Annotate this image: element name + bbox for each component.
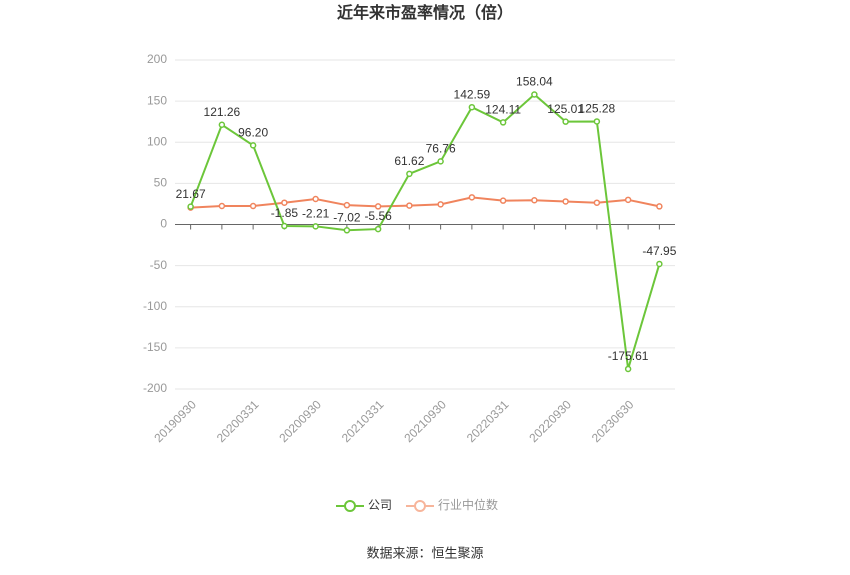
point — [218, 202, 226, 210]
point — [499, 197, 507, 204]
legend-label: 行业中位数 — [438, 497, 498, 512]
source: 数据来源：恒生聚源 — [366, 545, 483, 560]
x-tick-label: 20230630 — [589, 397, 637, 445]
data-label: 61.62 — [394, 154, 424, 168]
point — [249, 202, 257, 210]
series-line — [190, 196, 660, 209]
data-label: 121.26 — [204, 105, 241, 119]
point — [593, 199, 601, 206]
point — [312, 223, 319, 230]
point — [624, 365, 632, 373]
point — [656, 203, 663, 210]
y-tick-label: 150 — [147, 93, 167, 107]
x-tick-label: 20200930 — [276, 397, 324, 445]
series-line — [189, 93, 661, 370]
data-label: 21.67 — [176, 187, 206, 201]
point — [312, 195, 319, 203]
point — [656, 260, 663, 268]
data-label: 142.59 — [454, 87, 491, 101]
y-tick-label: 100 — [147, 134, 167, 148]
y-tick-label: -150 — [143, 340, 167, 354]
x-tick-label: 20200331 — [214, 397, 262, 445]
point — [562, 198, 569, 205]
point — [281, 222, 288, 230]
point — [437, 201, 444, 208]
point — [468, 194, 476, 201]
data-label: -47.95 — [642, 244, 676, 258]
point — [531, 196, 538, 204]
legend-label: 公司 — [368, 498, 392, 512]
point — [499, 119, 507, 126]
y-tick-label: -100 — [143, 299, 167, 313]
point — [218, 121, 226, 129]
y-tick-label: 0 — [160, 217, 167, 231]
data-label: -7.02 — [333, 210, 361, 224]
point — [593, 118, 601, 125]
data-label: 125.01 — [547, 102, 584, 116]
x-tick-label: 20220930 — [526, 397, 574, 445]
point — [374, 225, 382, 233]
data-label: 76.76 — [426, 142, 456, 156]
x-tick-label: 20210930 — [401, 397, 449, 445]
chart-title: 近年来市盈率情况（倍） — [337, 3, 513, 22]
data-label: -175.61 — [608, 349, 649, 363]
point — [281, 199, 288, 206]
data-label: -2.21 — [302, 206, 330, 220]
data-label: 125.28 — [579, 102, 616, 116]
point — [437, 158, 444, 165]
y-tick-label: -200 — [143, 381, 167, 395]
x-tick-label: 20210331 — [339, 397, 387, 445]
y-tick-label: 50 — [154, 176, 168, 190]
data-label: 124.11 — [485, 103, 521, 117]
y-tick-label: -50 — [150, 258, 168, 272]
legend-marker — [344, 500, 356, 512]
data-label: -5.56 — [364, 209, 392, 223]
point — [624, 196, 632, 204]
point — [531, 91, 538, 98]
point — [406, 202, 413, 209]
x-tick-label: 20220331 — [464, 397, 512, 445]
point — [374, 203, 382, 210]
point — [406, 170, 413, 178]
data-label: 158.04 — [516, 75, 553, 89]
point — [187, 203, 194, 210]
x-tick-label: 20190930 — [151, 397, 199, 445]
data-label: 96.20 — [238, 126, 268, 140]
data-label: -1.85 — [271, 206, 299, 220]
legend-marker — [414, 500, 426, 512]
point — [343, 201, 351, 209]
point — [468, 103, 476, 111]
y-tick-label: 200 — [147, 52, 167, 66]
point — [343, 227, 351, 234]
point — [562, 118, 569, 125]
point — [249, 142, 257, 149]
